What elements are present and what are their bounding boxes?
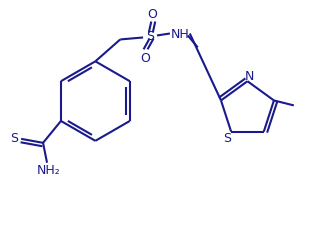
Text: N: N [245,70,254,82]
Text: S: S [223,131,231,144]
Text: S: S [146,30,154,43]
Text: S: S [10,132,18,145]
Text: NH₂: NH₂ [37,164,61,176]
Text: O: O [147,8,157,21]
Text: NH: NH [170,28,189,41]
Text: O: O [140,52,150,65]
